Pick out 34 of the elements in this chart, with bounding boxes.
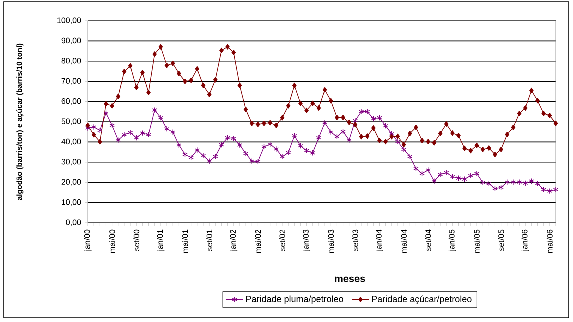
y-tick-label: 70,00 (62, 78, 82, 85)
x-tick-label: set/02 (280, 230, 286, 252)
x-tick-label: mai/02 (255, 230, 262, 254)
x-tick-label: mai/06 (546, 230, 553, 254)
y-tick-label: 40,00 (62, 138, 82, 146)
y-tick-label: 90,00 (62, 38, 82, 45)
x-tick-label: set/04 (425, 230, 432, 252)
y-tick-label: 10,00 (62, 200, 82, 206)
x-tick-label: mai/03 (328, 230, 334, 254)
y-tick-label: 100,00 (58, 18, 82, 24)
legend-label: Paridade pluma/petroleo (246, 296, 344, 304)
legend-label: Paridade açúcar/petroleo (372, 296, 472, 304)
x-tick-label: jan/05 (448, 230, 456, 252)
x-tick-label: jan/01 (157, 230, 165, 252)
x-tick-label: mai/01 (182, 230, 188, 254)
x-tick-label: set/03 (352, 230, 358, 252)
x-tick-label: jan/06 (522, 230, 530, 252)
x-tick-label: jan/00 (84, 230, 92, 252)
x-tick-label: set/05 (498, 230, 504, 252)
x-tick-label: mai/04 (401, 230, 407, 254)
y-tick-label: 20,00 (62, 179, 82, 186)
x-tick-label: jan/02 (230, 230, 238, 252)
y-tick-label: 50,00 (62, 118, 82, 126)
x-tick-label: mai/05 (474, 230, 480, 254)
y-tick-label: 0,00 (66, 220, 82, 226)
y-tick-label: 30,00 (62, 159, 82, 166)
x-tick-label: set/00 (134, 230, 140, 252)
x-tick-label: mai/00 (109, 230, 116, 254)
x-tick-label: jan/03 (303, 230, 311, 252)
y-tick-label: 60,00 (62, 98, 82, 106)
x-tick-label: set/01 (206, 230, 212, 252)
x-tick-label: jan/04 (376, 230, 384, 252)
y-tick-label: 80,00 (62, 58, 82, 65)
x-axis-title: meses (335, 276, 366, 282)
